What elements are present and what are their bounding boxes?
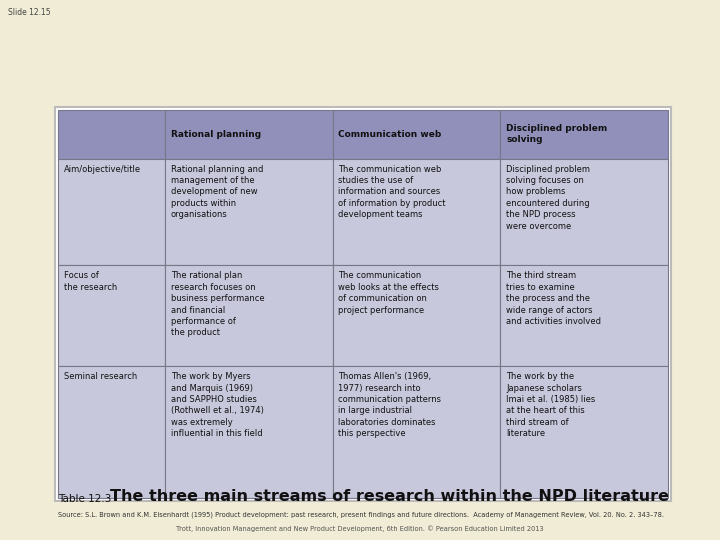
Bar xyxy=(165,110,333,159)
Bar xyxy=(58,366,165,498)
Text: The communication
web looks at the effects
of communication on
project performan: The communication web looks at the effec… xyxy=(338,271,439,314)
Text: Focus of
the research: Focus of the research xyxy=(64,271,117,292)
Text: Communication web: Communication web xyxy=(338,130,442,139)
Bar xyxy=(58,110,165,159)
Bar xyxy=(500,159,668,265)
Text: Table 12.3: Table 12.3 xyxy=(58,494,112,504)
Bar xyxy=(58,265,165,366)
Text: The third stream
tries to examine
the process and the
wide range of actors
and a: The third stream tries to examine the pr… xyxy=(506,271,601,326)
Text: Disciplined problem
solving focuses on
how problems
encountered during
the NPD p: Disciplined problem solving focuses on h… xyxy=(506,165,590,231)
Text: Trott, Innovation Management and New Product Development, 6th Edition. © Pearson: Trott, Innovation Management and New Pro… xyxy=(176,525,544,532)
Bar xyxy=(333,159,500,265)
Text: The work by Myers
and Marquis (1969)
and SAPPHO studies
(Rothwell et al., 1974)
: The work by Myers and Marquis (1969) and… xyxy=(171,372,264,438)
Bar xyxy=(500,366,668,498)
Text: Rational planning: Rational planning xyxy=(171,130,261,139)
Bar xyxy=(165,159,333,265)
Bar xyxy=(333,110,500,159)
Text: Thomas Allen's (1969,
1977) research into
communication patterns
in large indust: Thomas Allen's (1969, 1977) research int… xyxy=(338,372,441,438)
Bar xyxy=(500,265,668,366)
Text: Disciplined problem
solving: Disciplined problem solving xyxy=(506,124,608,144)
Bar xyxy=(58,159,165,265)
Bar xyxy=(333,265,500,366)
Bar xyxy=(165,265,333,366)
Text: The communication web
studies the use of
information and sources
of information : The communication web studies the use of… xyxy=(338,165,446,219)
Text: The rational plan
research focuses on
business performance
and financial
perform: The rational plan research focuses on bu… xyxy=(171,271,264,338)
Text: The three main streams of research within the NPD literature: The three main streams of research withi… xyxy=(110,489,669,504)
Text: Seminal research: Seminal research xyxy=(64,372,138,381)
Bar xyxy=(165,366,333,498)
Text: Aim/objective/title: Aim/objective/title xyxy=(64,165,141,173)
Bar xyxy=(500,110,668,159)
Bar xyxy=(55,107,671,501)
Text: Slide 12.15: Slide 12.15 xyxy=(8,8,50,17)
Text: Rational planning and
management of the
development of new
products within
organ: Rational planning and management of the … xyxy=(171,165,263,219)
Bar xyxy=(333,366,500,498)
Text: The work by the
Japanese scholars
Imai et al. (1985) lies
at the heart of this
t: The work by the Japanese scholars Imai e… xyxy=(506,372,595,438)
Text: Source: S.L. Brown and K.M. Eisenhardt (1995) Product development: past research: Source: S.L. Brown and K.M. Eisenhardt (… xyxy=(58,511,664,518)
